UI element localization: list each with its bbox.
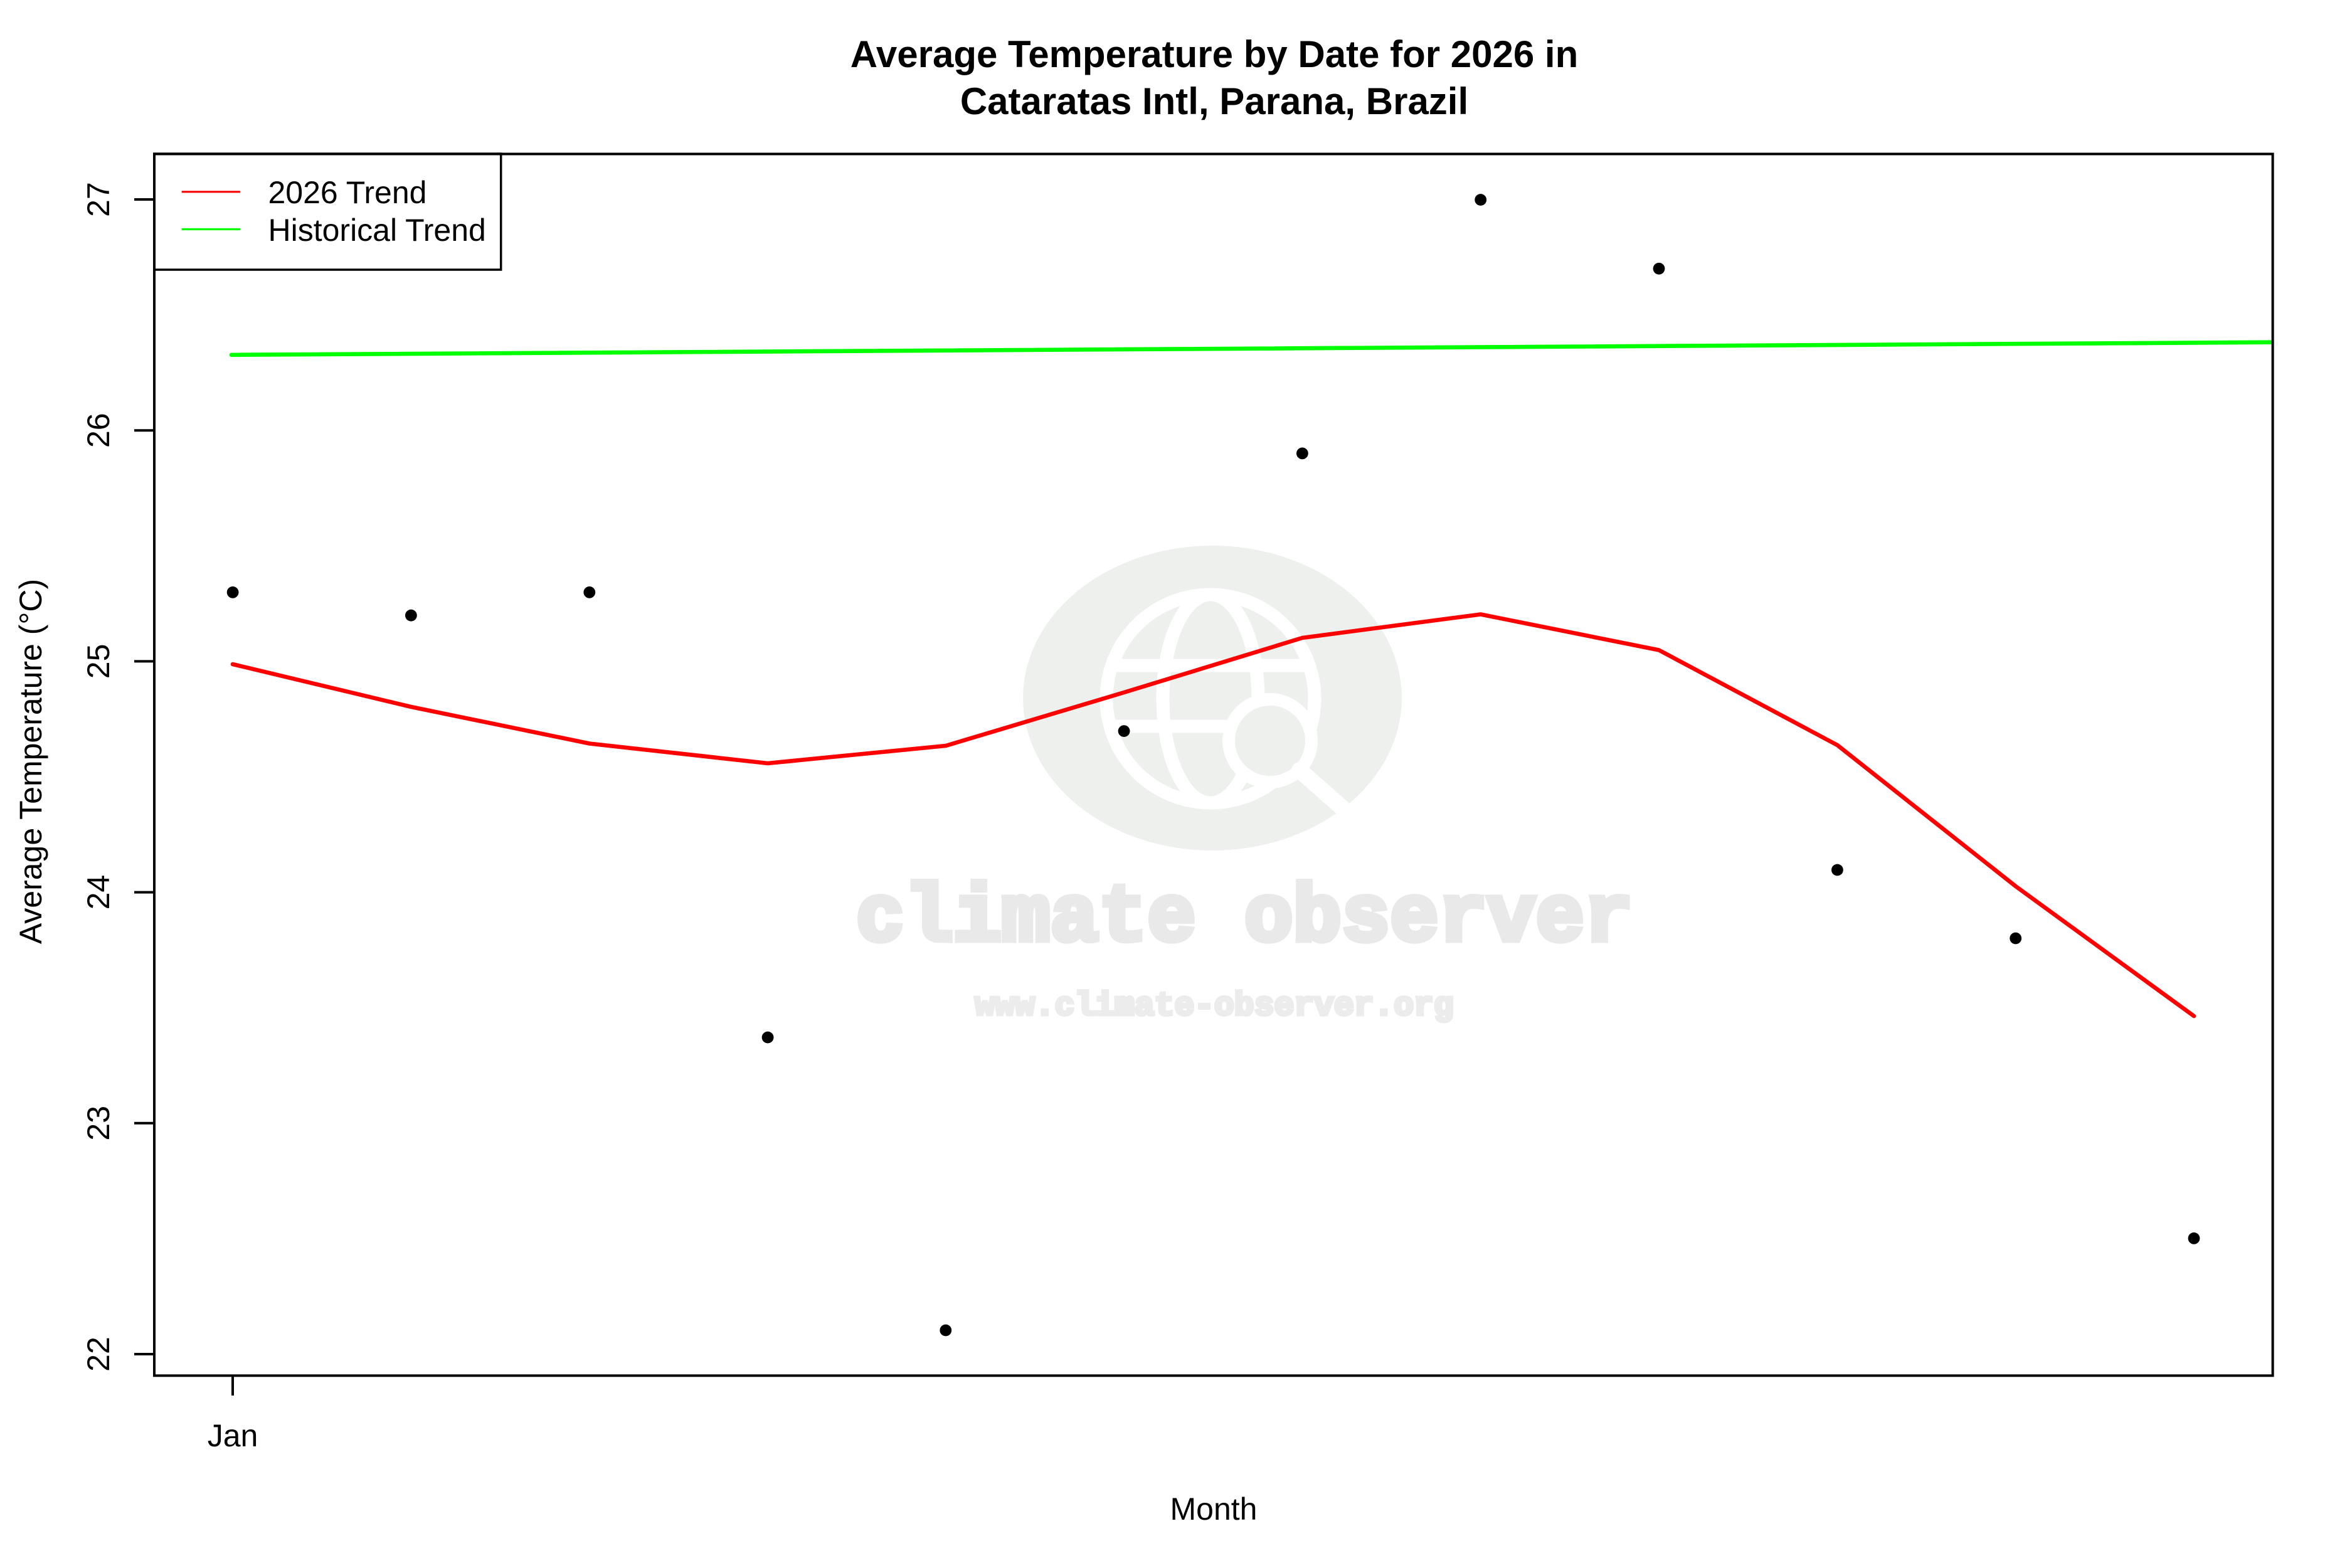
svg-text:Average Temperature (°C): Average Temperature (°C): [13, 579, 48, 944]
svg-text:24: 24: [81, 875, 116, 910]
svg-text:www.climate-observer.org: www.climate-observer.org: [975, 987, 1453, 1025]
svg-text:Historical Trend: Historical Trend: [268, 213, 486, 248]
svg-text:Average Temperature by Date fo: Average Temperature by Date for 2026 in: [850, 33, 1578, 75]
svg-text:Jan: Jan: [208, 1418, 258, 1453]
svg-text:22: 22: [81, 1337, 116, 1372]
svg-text:2026 Trend: 2026 Trend: [268, 175, 427, 210]
svg-text:Month: Month: [1170, 1491, 1258, 1527]
svg-text:25: 25: [81, 644, 116, 679]
svg-text:27: 27: [81, 182, 116, 217]
svg-text:Cataratas Intl, Parana, Brazil: Cataratas Intl, Parana, Brazil: [960, 80, 1468, 122]
svg-text:26: 26: [81, 413, 116, 448]
svg-text:climate observer: climate observer: [856, 873, 1633, 965]
svg-text:23: 23: [81, 1106, 116, 1141]
